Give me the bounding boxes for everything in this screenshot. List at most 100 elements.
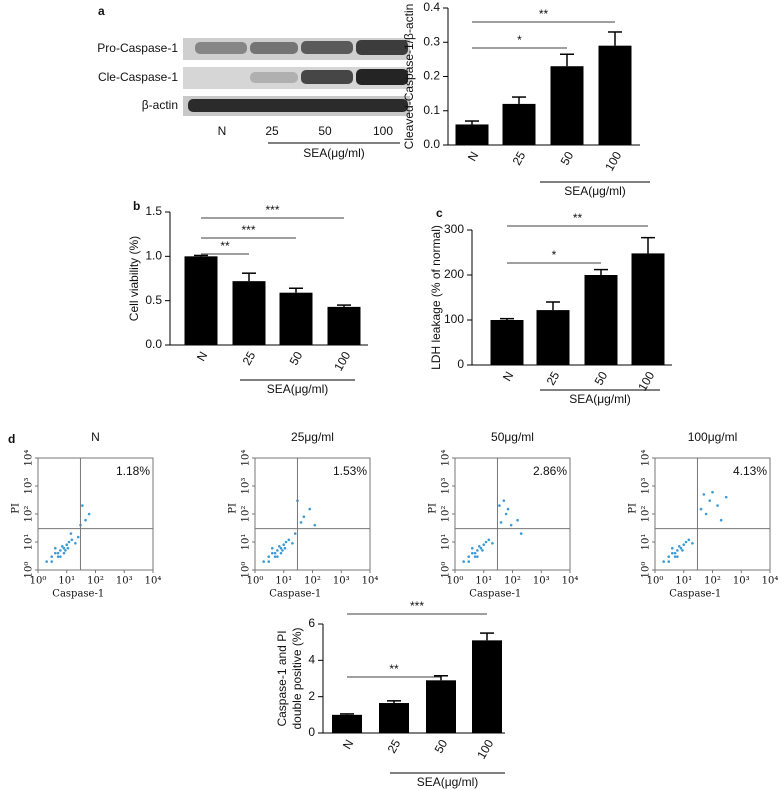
plot-title: 50μg/ml	[491, 430, 534, 444]
panel-letter: c	[436, 206, 443, 220]
event-dot	[499, 521, 503, 524]
plot-title: 25μg/ml	[291, 430, 334, 444]
event-dot	[682, 543, 686, 547]
y-axis-label: PI	[228, 503, 239, 514]
event-dot	[56, 551, 60, 555]
x-tick-label: 100	[331, 349, 353, 374]
y-tick-label: 10²	[241, 506, 252, 523]
event-dot	[708, 499, 712, 502]
x-axis-label: Caspase-1	[269, 589, 321, 600]
x-tick-label: N	[194, 349, 210, 364]
band	[301, 70, 353, 84]
event-dot	[684, 540, 688, 544]
significance-label: ***	[241, 223, 255, 237]
panel-letter: b	[133, 199, 140, 213]
x-axis-label: Caspase-1	[469, 589, 521, 600]
y-tick-label: 10³	[241, 478, 252, 495]
y-tick-label: 0.3	[423, 34, 440, 48]
x-tick-label: 50	[287, 349, 306, 368]
y-tick-label: 100	[444, 312, 464, 326]
y-tick-label: 0	[457, 357, 464, 371]
event-dot	[667, 555, 671, 558]
event-dot	[479, 546, 483, 550]
y-tick-label: 10⁴	[24, 450, 35, 467]
event-dot	[282, 543, 286, 547]
event-dot	[677, 545, 681, 548]
event-dot	[473, 551, 477, 555]
y-axis-label: Caspase-1 and PI	[275, 630, 289, 726]
x-tick-label: 25	[385, 737, 404, 756]
plot-title: 100μg/ml	[688, 430, 738, 444]
event-dot	[62, 546, 66, 550]
band	[195, 42, 247, 54]
band	[188, 99, 408, 112]
y-tick-label: 10¹	[241, 534, 252, 551]
event-dot	[69, 532, 73, 535]
event-dot	[487, 538, 491, 542]
event-dot	[473, 555, 477, 558]
x-tick-label: 50	[432, 737, 451, 756]
event-dot	[74, 541, 77, 545]
y-tick-label: 10⁰	[24, 562, 35, 579]
bar	[426, 680, 456, 733]
row-label: Cle-Caspase-1	[98, 70, 178, 84]
x-axis-label: Caspase-1	[52, 589, 104, 600]
x-tick-label: 100	[602, 149, 624, 174]
event-dot	[267, 560, 271, 563]
x-tick-label: 10⁰	[447, 576, 464, 587]
event-dot	[64, 549, 67, 552]
panel-letter: a	[98, 4, 105, 18]
significance-label: **	[389, 662, 399, 676]
x-tick-label: N	[340, 737, 356, 752]
bar	[379, 703, 409, 733]
y-tick-label: 0.1	[423, 103, 440, 117]
significance-label: **	[573, 211, 583, 225]
y-tick-label: 10¹	[24, 534, 35, 551]
x-axis-label: SEA(μg/ml)	[303, 146, 365, 160]
y-tick-label: 10³	[24, 478, 35, 495]
bar	[332, 714, 362, 733]
event-dot	[59, 555, 62, 558]
event-dot	[671, 546, 674, 550]
event-dot	[687, 538, 691, 542]
bar	[490, 320, 524, 365]
x-tick-label: 10¹	[58, 576, 75, 587]
event-dot	[66, 546, 70, 550]
bar	[455, 124, 489, 145]
y-tick-label: 10³	[641, 478, 652, 495]
bar	[472, 640, 502, 733]
event-dot	[502, 499, 506, 502]
significance-label: ***	[410, 599, 424, 613]
bar	[184, 256, 218, 345]
event-dot	[267, 555, 271, 558]
x-axis-label: SEA(μg/ml)	[569, 392, 631, 406]
x-tick-label: 10²	[87, 576, 104, 587]
event-dot	[299, 521, 303, 524]
quadrant-percent: 2.86%	[533, 464, 567, 478]
x-tick-label: N	[465, 149, 481, 164]
x-tick-label: 25	[240, 349, 259, 368]
event-dot	[704, 512, 708, 516]
event-dot	[467, 560, 471, 563]
y-tick-label: 10¹	[441, 534, 452, 551]
bar	[536, 310, 570, 365]
event-dot	[281, 549, 284, 552]
event-dot	[273, 555, 277, 558]
event-dot	[699, 507, 703, 511]
event-dot	[476, 549, 479, 552]
significance-label: **	[539, 7, 549, 21]
y-axis-label: Cell viability (%)	[127, 236, 141, 321]
y-tick-label: 200	[444, 267, 464, 281]
event-dot	[302, 515, 306, 519]
y-tick-label: 10¹	[641, 534, 652, 551]
lane-label: 25	[265, 124, 279, 138]
lane-label: 100	[373, 124, 393, 138]
event-dot	[276, 549, 279, 552]
x-tick-label: 50	[592, 369, 611, 388]
event-dot	[70, 538, 74, 542]
event-dot	[271, 551, 274, 555]
bar	[631, 253, 665, 365]
event-dot	[467, 555, 471, 558]
event-dot	[506, 507, 510, 511]
